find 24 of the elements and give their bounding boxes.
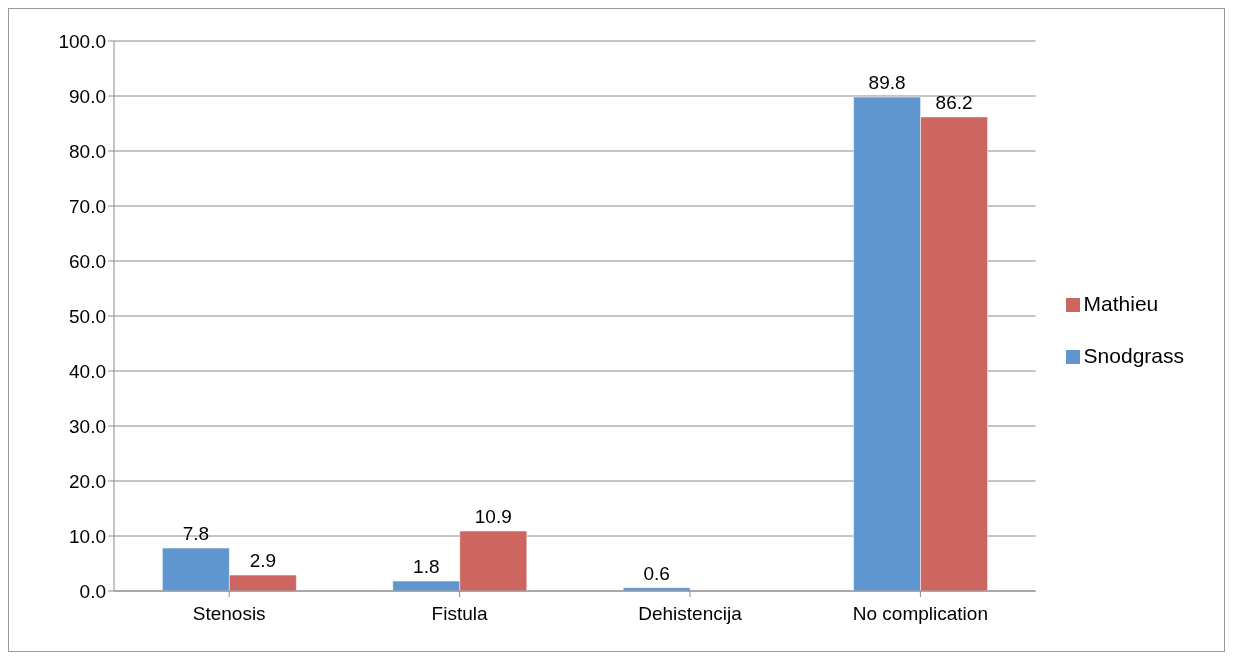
y-tick-label: 60.0 [69, 250, 106, 272]
legend-label: Mathieu [1083, 292, 1159, 315]
data-label: 0.6 [643, 562, 670, 584]
data-label: 1.8 [413, 556, 440, 578]
y-tick-label: 80.0 [69, 140, 106, 162]
x-tick-label: Stenosis [192, 603, 266, 625]
x-tick-label: No complication [852, 603, 988, 625]
y-tick-label: 70.0 [69, 195, 106, 217]
data-label: 10.9 [474, 506, 512, 528]
x-tick-label: Dehistencija [638, 603, 743, 625]
y-tick-label: 0.0 [79, 580, 106, 602]
x-tick-label: Fistula [431, 603, 489, 625]
data-label: 2.9 [249, 550, 277, 572]
data-label: 86.2 [935, 91, 973, 113]
legend-label: Snodgrass [1083, 344, 1184, 367]
y-tick-label: 90.0 [69, 85, 106, 107]
y-tick-label: 50.0 [69, 305, 106, 327]
y-tick-label: 40.0 [69, 360, 106, 382]
y-tick-label: 10.0 [69, 525, 106, 547]
y-tick-label: 30.0 [69, 415, 106, 437]
data-label: 7.8 [182, 523, 210, 545]
y-tick-label: 20.0 [69, 470, 106, 492]
data-label: 89.8 [868, 72, 906, 94]
y-tick-label: 100.0 [58, 30, 106, 52]
